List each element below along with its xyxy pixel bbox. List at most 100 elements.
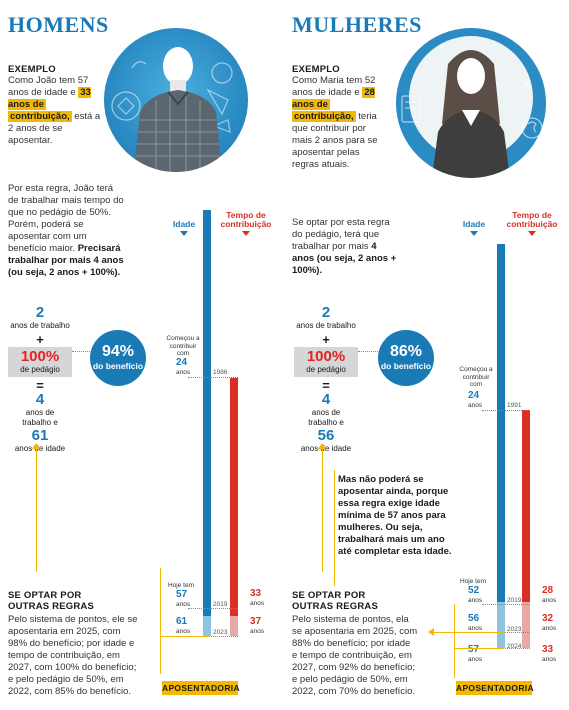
men-today-contrib-unit: anos [250,600,265,607]
women-aposentadoria-badge: APOSENTADORIA [456,681,534,695]
women-today-tick [482,604,530,605]
women-benefit-label: do benefício [380,361,432,371]
women-mid-tick [482,632,530,633]
women-stack-connector [358,351,378,352]
women-contrib-bar-future [522,602,530,648]
women-col-tempo-arrow-icon [528,231,536,236]
women-today-label: Hoje tem [460,578,487,585]
men-orange-vertical [160,568,161,674]
men-stack-result-num: 4 [35,391,45,408]
man-silhouette-icon [111,47,233,172]
men-rule-bold: Precisará trabalhar por mais 4 anos (ou … [8,243,124,278]
women-rule-paragraph: Se optar por esta regra do pedágio, terá… [292,217,400,277]
men-contrib-bar [230,378,238,616]
men-start-age-unit: anos [176,369,191,376]
women-calc-stack: 2 anos de trabalho + 100% de pedágio = 4… [294,303,358,453]
men-stack-equals: = [36,378,44,393]
women-stack-pct-label: de pedágio [306,365,346,374]
men-stack-age-label: anos de idade [14,444,66,453]
men-age-bar [203,210,211,616]
women-arrow-up-icon [318,443,326,449]
women-end-tick [482,648,530,649]
women-mid-contrib: 32 [542,613,554,624]
men-stack-result-label-1: anos de [25,408,55,417]
men-aposentadoria-badge: APOSENTADORIA [162,681,240,695]
men-stack-plus: + [36,332,44,347]
women-stack-equals: = [322,378,330,393]
women-start-note-1: Começou a [459,366,493,373]
men-example-highlight-2: contribuição, [8,111,72,122]
women-stack-age-label: anos de idade [300,444,352,453]
women-col-tempo: Tempo de contribuição [506,211,558,229]
women-mid-age-unit: anos [468,625,483,632]
women-today-contrib-unit: anos [542,597,557,604]
men-arrow-to-stack [36,448,37,572]
woman-silhouette-icon [396,28,546,178]
women-other-head: SE OPTAR POR OUTRAS REGRAS [292,590,378,612]
men-end-contrib: 37 [250,616,262,627]
men-start-note-2: contribuir [169,342,197,350]
women-today-age: 52 [468,585,480,596]
women-stack-result-label-1: anos de [311,408,341,417]
women-col-tempo-1: Tempo de [512,210,552,220]
women-today-year: 2019 [507,597,522,604]
women-end-year: 2024 [507,643,522,650]
men-example-pre: Como João tem 57 anos de idade e [8,75,89,98]
women-col-idade: Idade [462,219,486,229]
women-orange-vertical [454,604,455,678]
women-start-age: 24 [468,390,480,401]
women-other-head-1: SE OPTAR POR [292,590,366,601]
men-end-age-unit: anos [176,628,191,635]
men-contrib-bar-future [230,616,238,636]
men-rule-paragraph: Por esta regra, João terá de trabalhar m… [8,183,126,279]
women-start-note: Começou a contribuir com [456,366,496,389]
men-age-bar-future [203,616,211,636]
men-stack-age-num: 61 [31,427,49,444]
man-photo [104,28,248,172]
men-end-tick [188,636,238,637]
men-end-year: 2023 [213,629,228,636]
men-col-tempo-arrow-icon [242,231,250,236]
women-stack-pct-box: 100% de pedágio [294,347,358,377]
women-heading: MULHERES [292,12,422,37]
women-col-idade-arrow-icon [470,231,478,236]
men-col-tempo-1: Tempo de [226,210,266,220]
men-today-age: 57 [176,589,188,600]
men-stack-connector [72,351,90,352]
men-stack-result-label-2: trabalho e [22,418,58,427]
women-stack-plus: + [322,332,330,347]
men-stack-years-num: 2 [35,304,45,321]
men-benefit-value: 94% [101,343,135,360]
women-rule-pre: Se optar por esta regra do pedágio, terá… [292,217,390,252]
women-benefit-value: 86% [389,343,423,360]
men-arrow-up-icon [32,443,40,449]
women-col-tempo-2: contribuição [506,219,558,229]
men-rule-pre: Por esta regra, João terá de trabalhar m… [8,183,124,254]
men-col-tempo-2: contribuição [220,219,272,229]
men-today-year: 2019 [213,601,228,608]
men-end-contrib-unit: anos [250,628,265,635]
women-other-text: Pelo sistema de pontos, ela se aposentar… [292,614,418,697]
men-example-text: Como João tem 57 anos de idade e 33 anos… [8,75,108,147]
men-heading: HOMENS [8,12,109,37]
women-end-age: 57 [468,644,480,655]
women-mid-year: 2023 [507,626,522,633]
men-example: EXEMPLO Como João tem 57 anos de idade e… [8,64,108,147]
men-example-post: está a 2 anos de se aposentar. [8,111,101,146]
men-other-head: SE OPTAR POR OUTRAS REGRAS [8,590,94,612]
men-start-note-1: Começou a [166,335,200,342]
men-start-note-3: com [176,350,190,357]
women-today-age-unit: anos [468,597,483,604]
men-col-tempo: Tempo de contribuição [220,211,272,229]
women-end-contrib-unit: anos [542,656,557,663]
woman-photo [396,28,546,178]
women-today-contrib: 28 [542,585,554,596]
women-example-highlight-2: contribuição, [292,111,356,122]
women-arrow-to-stack [322,448,323,572]
women-end-age-unit: anos [468,656,483,663]
men-benefit-label: do benefício [92,361,144,371]
men-stack-pct-box: 100% de pedágio [8,347,72,377]
men-end-age: 61 [176,616,188,627]
women-other-head-2: OUTRAS REGRAS [292,601,378,612]
women-contrib-bar [522,410,530,602]
